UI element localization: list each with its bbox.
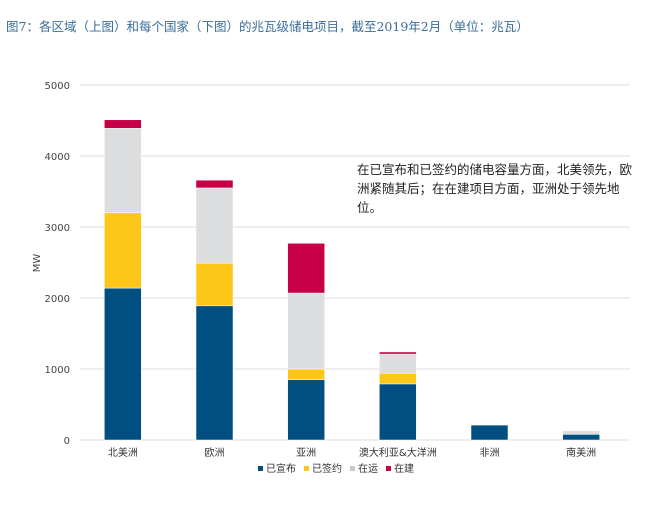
x-tick-label: 非洲 xyxy=(480,447,500,459)
bar-segment xyxy=(562,434,600,441)
x-tick-label: 澳大利亚&大洋洲 xyxy=(359,446,437,459)
legend-label: 已宣布 xyxy=(266,462,296,475)
y-tick-label: 3000 xyxy=(45,223,70,234)
bar-segment xyxy=(379,373,417,385)
figure-title: 图7：各区域（上图）和每个国家（下图）的兆瓦级储电项目，截至2019年2月（单位… xyxy=(6,19,529,34)
legend-swatch xyxy=(304,466,309,471)
bar-segment xyxy=(470,424,509,441)
y-tick-label: 5000 xyxy=(45,81,70,92)
x-tick-label: 欧洲 xyxy=(205,447,225,459)
bar-segment xyxy=(562,430,600,435)
bar-segment xyxy=(287,243,325,294)
bar-segment xyxy=(195,305,234,441)
bar-segment xyxy=(195,187,234,264)
legend-swatch xyxy=(350,466,355,471)
legend-label: 在建 xyxy=(394,462,414,475)
y-tick-label: 0 xyxy=(64,436,70,447)
y-tick-label: 4000 xyxy=(45,152,70,163)
y-axis-label: MW xyxy=(32,254,43,273)
legend-swatch xyxy=(386,466,391,471)
bar-segment xyxy=(195,262,234,307)
bar-segment xyxy=(287,292,325,370)
y-tick-label: 1000 xyxy=(45,365,70,376)
chart-annotation: 在已宣布和已签约的储电容量方面，北美领先，欧洲紧随其后；在在建项目方面，亚洲处于… xyxy=(357,162,633,215)
bar-segment xyxy=(379,351,417,355)
bar-segment xyxy=(287,379,325,441)
y-tick-label: 2000 xyxy=(45,294,70,305)
legend-label: 在运 xyxy=(358,463,378,475)
x-tick-label: 北美洲 xyxy=(108,446,138,459)
bar-segment xyxy=(379,353,417,374)
bar-segment xyxy=(104,287,142,441)
bar-segment xyxy=(379,383,417,441)
bar-segment xyxy=(287,368,325,380)
bar-segment xyxy=(104,119,142,129)
bar-segment xyxy=(104,212,142,289)
legend-swatch xyxy=(258,466,263,471)
bar-segment xyxy=(104,128,142,214)
bar-segment xyxy=(195,179,234,189)
x-tick-label: 亚洲 xyxy=(296,447,316,459)
x-tick-label: 南美洲 xyxy=(566,446,596,459)
legend-label: 已签约 xyxy=(312,462,342,475)
